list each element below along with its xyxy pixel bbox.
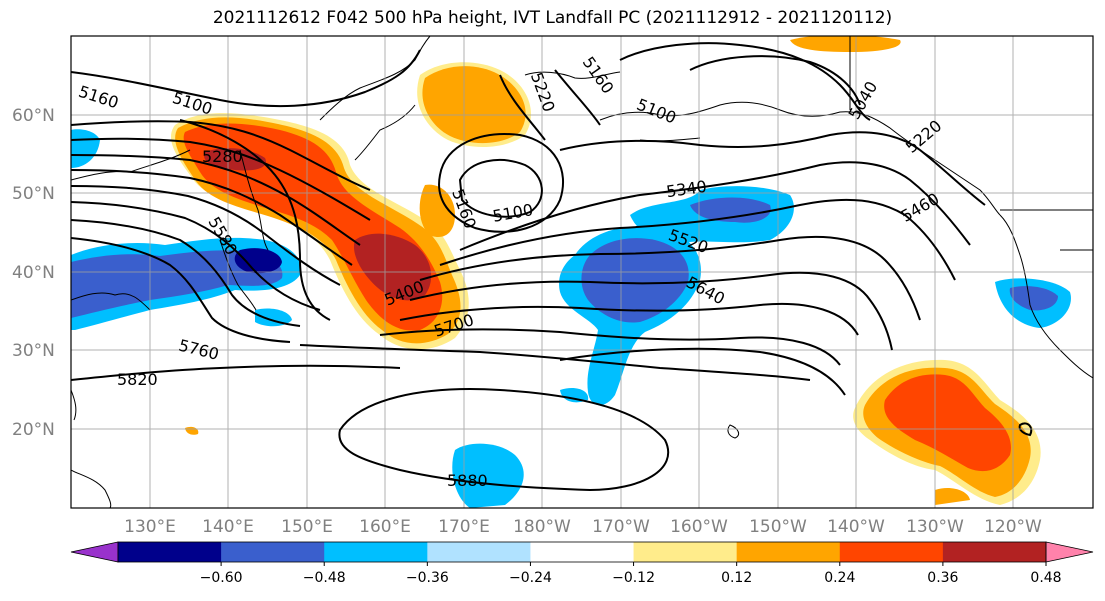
coastlines bbox=[71, 36, 1093, 508]
colorbar-segment bbox=[427, 542, 531, 562]
colorbar-segment bbox=[942, 542, 1047, 562]
contour-label: 5880 bbox=[447, 471, 488, 490]
lon-label: 130°W bbox=[906, 517, 964, 537]
colorbar-segment bbox=[118, 542, 222, 562]
colorbar-tick-label: 0.12 bbox=[721, 570, 752, 586]
colorbar-arrow-left bbox=[70, 541, 119, 563]
colorbar-tick-label: 0.24 bbox=[824, 570, 855, 586]
colorbar-segment bbox=[324, 542, 428, 562]
map-title: 2021112612 F042 500 hPa height, IVT Land… bbox=[212, 8, 893, 28]
lon-label: 140°E bbox=[202, 517, 254, 537]
colorbar-outline bbox=[117, 541, 1047, 563]
lon-label: 130°E bbox=[124, 517, 176, 537]
lat-label: 50°N bbox=[12, 184, 55, 204]
lon-label: 170°W bbox=[592, 517, 650, 537]
lon-label: 150°E bbox=[281, 517, 333, 537]
contour-label: 5280 bbox=[202, 147, 243, 166]
lon-label: 140°W bbox=[827, 517, 885, 537]
lat-label: 40°N bbox=[12, 263, 55, 283]
colorbar-tick-label: −0.48 bbox=[303, 570, 346, 586]
lon-label: 170°E bbox=[438, 517, 490, 537]
colorbar-tick-label: −0.36 bbox=[406, 570, 449, 586]
colorbar-tick-label: −0.12 bbox=[612, 570, 655, 586]
colorbar: −0.60 −0.48 −0.36 −0.24 −0.12 0.12 0.24 0.36 0.4… bbox=[70, 541, 1094, 586]
lat-label: 60°N bbox=[12, 106, 55, 126]
colorbar-segment bbox=[221, 542, 325, 562]
contour-label: 5820 bbox=[117, 370, 158, 389]
latitude-labels: 60°N 50°N 40°N 30°N 20°N bbox=[12, 106, 55, 440]
lon-label: 150°W bbox=[749, 517, 807, 537]
colorbar-segment bbox=[530, 542, 635, 562]
height-contours bbox=[71, 42, 986, 492]
colorbar-tick-label: −0.60 bbox=[200, 570, 243, 586]
colorbar-tick-label: −0.24 bbox=[509, 570, 552, 586]
colorbar-segment bbox=[839, 542, 944, 562]
lon-label: 160°W bbox=[670, 517, 728, 537]
lon-label: 180°W bbox=[513, 517, 571, 537]
lat-label: 20°N bbox=[12, 420, 55, 440]
map-frame bbox=[70, 35, 1094, 509]
colorbar-segment bbox=[736, 542, 841, 562]
colorbar-tick-label: 0.36 bbox=[927, 570, 958, 586]
lon-label: 120°W bbox=[984, 517, 1042, 537]
gridlines bbox=[71, 36, 1093, 508]
colorbar-arrow-right bbox=[1045, 541, 1094, 563]
colorbar-segment bbox=[633, 542, 738, 562]
colorbar-tick-label: 0.48 bbox=[1030, 570, 1061, 586]
lat-label: 30°N bbox=[12, 341, 55, 361]
longitude-labels: 130°E 140°E 150°E 160°E 170°E 180°W 170°… bbox=[124, 517, 1042, 537]
lon-label: 160°E bbox=[359, 517, 411, 537]
